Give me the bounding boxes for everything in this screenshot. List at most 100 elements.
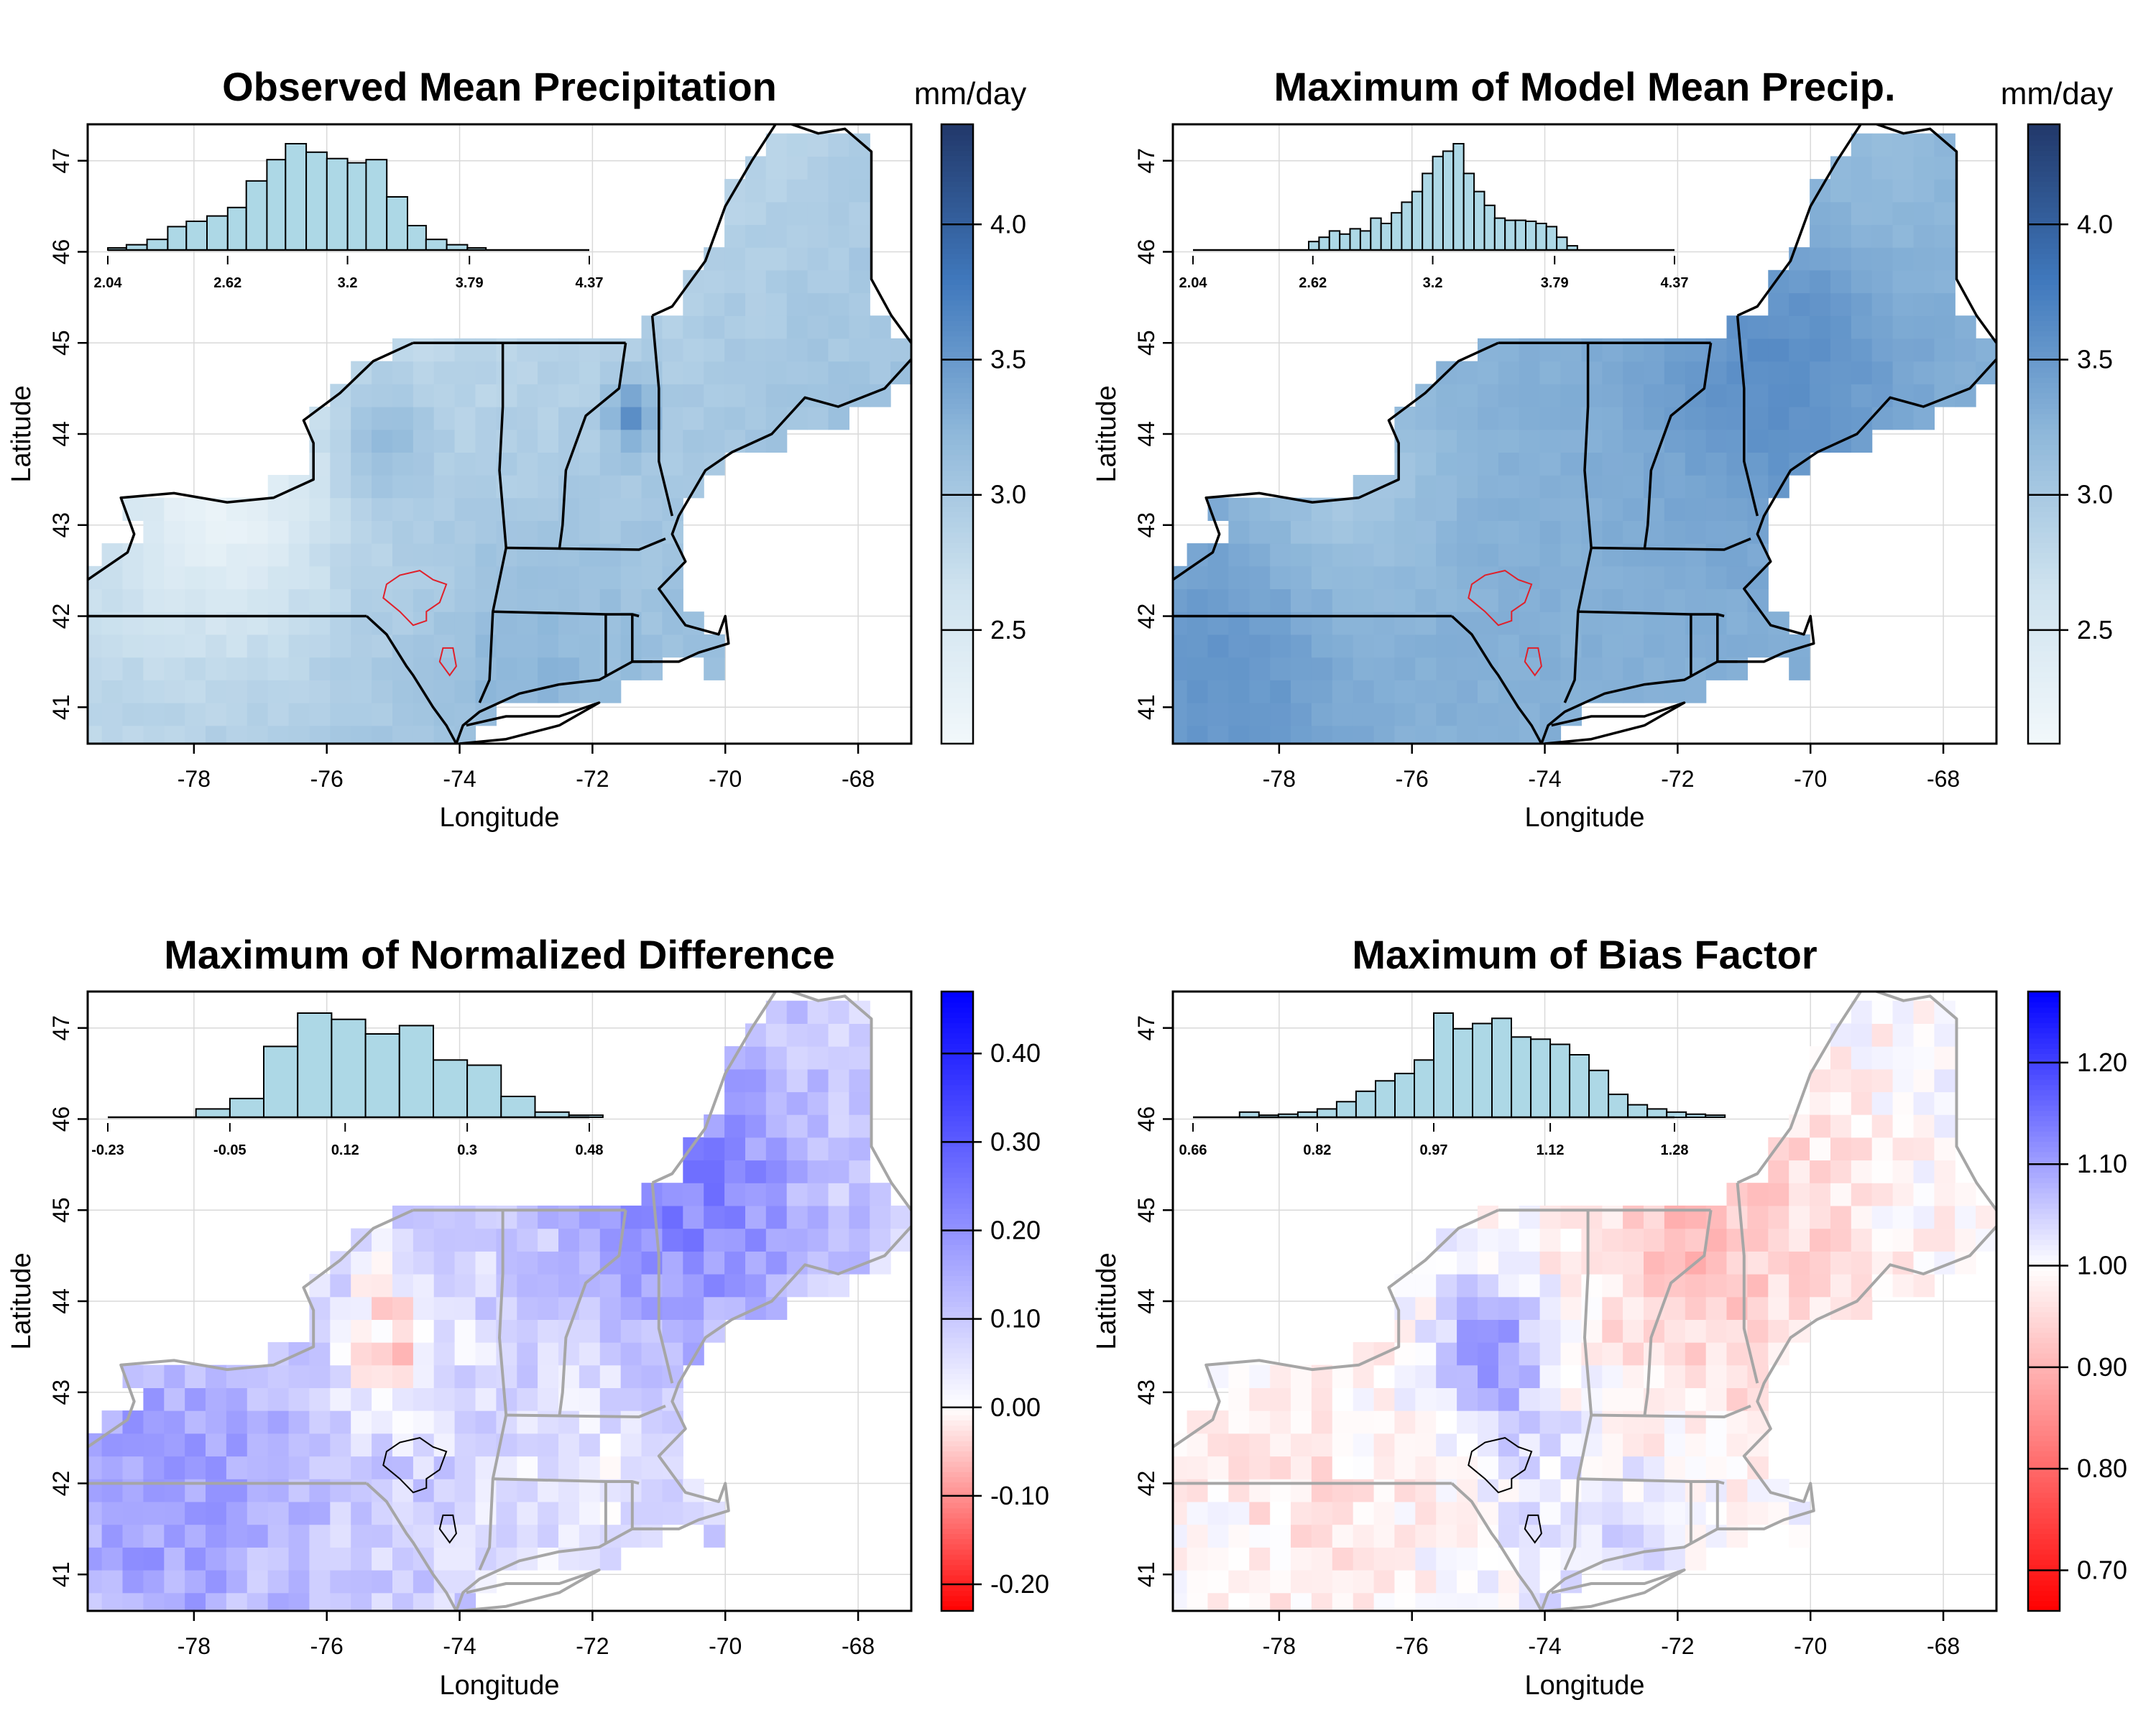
grid-cell — [1173, 1592, 1188, 1611]
grid-cell — [1768, 1183, 1789, 1206]
grid-cell — [1851, 1274, 1873, 1298]
grid-cell — [413, 1570, 435, 1594]
grid-cell — [1373, 1410, 1396, 1434]
colorbar-swatch — [941, 686, 973, 693]
grid-cell — [662, 497, 683, 521]
grid-cell — [372, 1410, 393, 1434]
x-tick-label: -76 — [1396, 766, 1429, 792]
grid-cell — [1602, 520, 1623, 544]
x-tick-label: -72 — [576, 766, 609, 792]
colorbar-swatch — [2028, 1492, 2060, 1498]
grid-cell — [1498, 1524, 1520, 1548]
colorbar-swatch — [2028, 1306, 2060, 1313]
grid-cell — [620, 1251, 642, 1275]
colorbar-swatch — [2028, 1198, 2060, 1204]
histogram-bar — [1514, 219, 1527, 251]
grid-cell — [454, 1433, 476, 1457]
colorbar-swatch — [2028, 1404, 2060, 1410]
grid-cell — [101, 703, 124, 726]
grid-cell — [267, 1501, 290, 1525]
grid-cell — [1457, 1319, 1478, 1343]
grid-cell — [372, 1274, 393, 1298]
colorbar-swatch — [941, 1523, 973, 1529]
y-tick-label: 45 — [1133, 330, 1159, 356]
grid-cell — [1623, 543, 1644, 567]
grid-cell — [1228, 588, 1250, 612]
colorbar-swatch — [2028, 1125, 2060, 1132]
grid-cell — [1539, 1364, 1562, 1388]
grid-cell — [579, 475, 601, 499]
grid-cell — [1207, 1547, 1229, 1571]
grid-cell — [1871, 1023, 1894, 1047]
grid-cell — [433, 1433, 456, 1457]
grid-cell — [413, 520, 435, 544]
grid-cell — [1810, 1251, 1831, 1275]
grid-cell — [1353, 1456, 1375, 1479]
histogram-tick-label: 0.66 — [1179, 1142, 1207, 1158]
grid-cell — [599, 361, 622, 384]
grid-cell — [1644, 1524, 1665, 1548]
grid-cell — [288, 1387, 310, 1411]
grid-cell — [1332, 703, 1354, 726]
grid-cell — [849, 156, 870, 180]
grid-cell — [1498, 475, 1520, 499]
grid-cell — [1851, 156, 1873, 180]
colorbar-swatch — [2028, 1275, 2060, 1282]
grid-cell — [1913, 201, 1935, 226]
grid-cell — [1436, 680, 1457, 703]
grid-cell — [1415, 429, 1437, 453]
grid-cell — [1810, 224, 1831, 248]
grid-cell — [1705, 429, 1728, 453]
colorbar-swatch — [2028, 129, 2060, 136]
histogram-tick-label: 1.12 — [1537, 1142, 1565, 1158]
grid-cell — [1519, 1456, 1541, 1479]
grid-cell — [1311, 1570, 1333, 1594]
grid-cell — [1789, 1228, 1810, 1252]
grid-cell — [1664, 657, 1686, 680]
grid-cell — [1270, 1433, 1291, 1457]
grid-cell — [1871, 338, 1894, 362]
grid-cell — [1187, 680, 1209, 703]
grid-cell — [662, 1228, 683, 1252]
grid-cell — [724, 429, 746, 453]
colorbar-swatch — [941, 1120, 973, 1127]
grid-cell — [1685, 452, 1707, 476]
colorbar-swatch — [941, 315, 973, 321]
grid-cell — [1394, 725, 1416, 744]
grid-cell — [433, 1251, 456, 1275]
colorbar-swatch — [941, 1290, 973, 1297]
grid-cell — [1394, 1547, 1416, 1571]
colorbar-swatch — [2028, 1420, 2060, 1426]
grid-cell — [1644, 497, 1665, 521]
x-tick-label: -70 — [1794, 766, 1827, 792]
grid-cell — [517, 1251, 538, 1275]
grid-cell — [828, 315, 849, 339]
histogram-tick-label: 0.12 — [331, 1142, 359, 1158]
grid-cell — [475, 1342, 497, 1366]
grid-cell — [413, 1410, 435, 1434]
grid-cell — [704, 1183, 725, 1206]
grid-cell — [1560, 680, 1582, 703]
colorbar-swatch — [2028, 506, 2060, 512]
grid-cell — [745, 292, 767, 316]
grid-cell — [558, 384, 580, 407]
grid-cell — [1249, 1592, 1271, 1611]
grid-cell — [143, 588, 165, 612]
colorbar-swatch — [2028, 491, 2060, 496]
grid-cell — [1934, 1091, 1955, 1115]
colorbar-swatch — [941, 676, 973, 683]
grid-cell — [392, 703, 414, 726]
grid-cell — [1249, 520, 1271, 544]
grid-cell — [1311, 1387, 1333, 1411]
grid-cell — [599, 1274, 622, 1298]
grid-cell — [351, 1410, 372, 1434]
grid-cell — [1581, 1501, 1603, 1525]
grid-cell — [1934, 269, 1955, 294]
grid-cell — [1602, 611, 1623, 635]
grid-cell — [1581, 611, 1603, 635]
colorbar-swatch — [2028, 1487, 2060, 1493]
colorbar-swatch — [2028, 475, 2060, 481]
grid-cell — [351, 657, 372, 680]
grid-cell — [599, 1410, 622, 1434]
grid-cell — [620, 429, 642, 453]
